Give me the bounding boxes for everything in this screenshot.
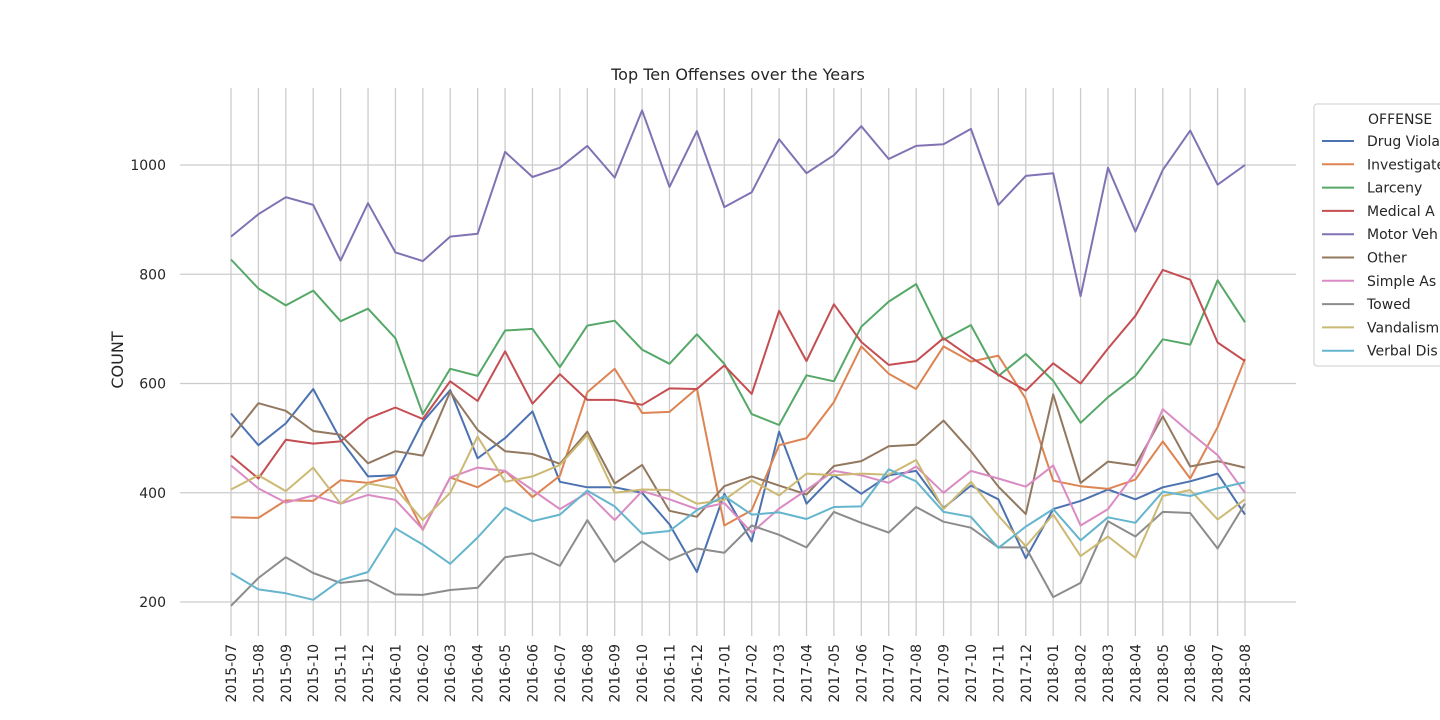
x-tick-label: 2015-08 [251,644,267,703]
x-tick-label: 2015-12 [361,644,377,703]
legend-label: Towed [1366,297,1411,313]
x-tick-label: 2018-07 [1211,644,1227,703]
legend-label: Vandalism [1367,320,1439,336]
x-tick-label: 2017-04 [800,644,816,703]
x-tick-label: 2017-06 [854,644,870,703]
x-tick-label: 2017-10 [964,644,980,703]
x-tick-label: 2016-05 [498,644,514,703]
y-tick-label: 400 [139,486,166,502]
series-line-other [230,390,1246,518]
x-tick-label: 2017-03 [772,644,788,703]
legend-title: OFFENSE [1368,112,1432,128]
x-tick-label: 2018-01 [1046,644,1062,703]
y-tick-label: 800 [139,267,166,283]
series-line-simple-assault [230,408,1246,534]
x-tick-label: 2018-08 [1238,644,1254,703]
x-tick-label: 2016-01 [388,644,404,703]
x-tick-label: 2015-11 [334,644,350,703]
x-tick-label: 2018-05 [1156,644,1172,703]
legend-items: Drug Viola Investigate Larceny Medical A Mot… [1322,134,1440,360]
series-line-vandalism [230,433,1246,559]
x-tick-label: 2017-08 [909,644,925,703]
x-tick-label: 2016-08 [580,644,596,703]
x-tick-label: 2016-06 [525,644,541,703]
chart-title: Top Ten Offenses over the Years [610,65,865,84]
x-tick-label: 2018-02 [1074,644,1090,703]
x-tick-label: 2017-02 [745,644,761,703]
series-line-investigate [230,345,1246,531]
x-tick-label: 2015-07 [224,644,240,703]
y-tick-label: 600 [139,377,166,393]
x-tick-label: 2017-11 [991,644,1007,703]
x-tick-label: 2018-06 [1183,644,1199,703]
x-tick-label: 2017-07 [882,644,898,703]
y-axis-label: COUNT [108,331,127,388]
y-tick-labels: 200 400 600 800 1000 [130,158,166,611]
x-tick-label: 2017-09 [937,644,953,703]
x-tick-label: 2016-09 [608,644,624,703]
legend-label: Other [1367,251,1407,267]
legend-label: Medical A [1367,204,1435,220]
x-tick-label: 2016-12 [690,644,706,703]
series-line-motor-vehicle [230,109,1246,298]
y-tick-label: 200 [139,595,166,611]
x-tick-label: 2017-05 [827,644,843,703]
x-tick-label: 2017-12 [1019,644,1035,703]
y-tick-label: 1000 [130,158,166,174]
series-line-medical-assist [230,268,1246,480]
x-tick-label: 2015-10 [306,644,322,703]
x-tick-labels: 2015-07 2015-08 2015-09 2015-10 2015-11 2015-… [224,644,1254,703]
legend-label: Verbal Dis [1367,344,1438,360]
x-tick-label: 2016-07 [553,644,569,703]
x-tick-label: 2018-03 [1101,644,1117,703]
legend-label: Investigate [1367,157,1440,173]
legend-frame [1313,103,1440,367]
series-line-towed [230,503,1246,607]
series-line-larceny [230,258,1246,426]
x-tick-label: 2015-09 [279,644,295,703]
x-tick-label: 2016-11 [662,644,678,703]
series-line-verbal-disputes [230,468,1246,601]
legend-label: Simple As [1367,274,1436,290]
series-lines [230,109,1246,607]
x-tick-label: 2017-01 [717,644,733,703]
x-tick-label: 2016-04 [471,644,487,703]
legend-label: Larceny [1367,181,1422,197]
x-tick-label: 2016-03 [443,644,459,703]
legend: OFFENSE Drug Viola Investigate Larceny Medi… [1313,103,1440,367]
x-tick-label: 2018-04 [1128,644,1144,703]
x-tick-label: 2016-10 [635,644,651,703]
legend-label: Motor Veh [1367,227,1438,243]
grid-lines [180,88,1296,636]
legend-label: Drug Viola [1367,134,1440,150]
x-tick-label: 2016-02 [416,644,432,703]
